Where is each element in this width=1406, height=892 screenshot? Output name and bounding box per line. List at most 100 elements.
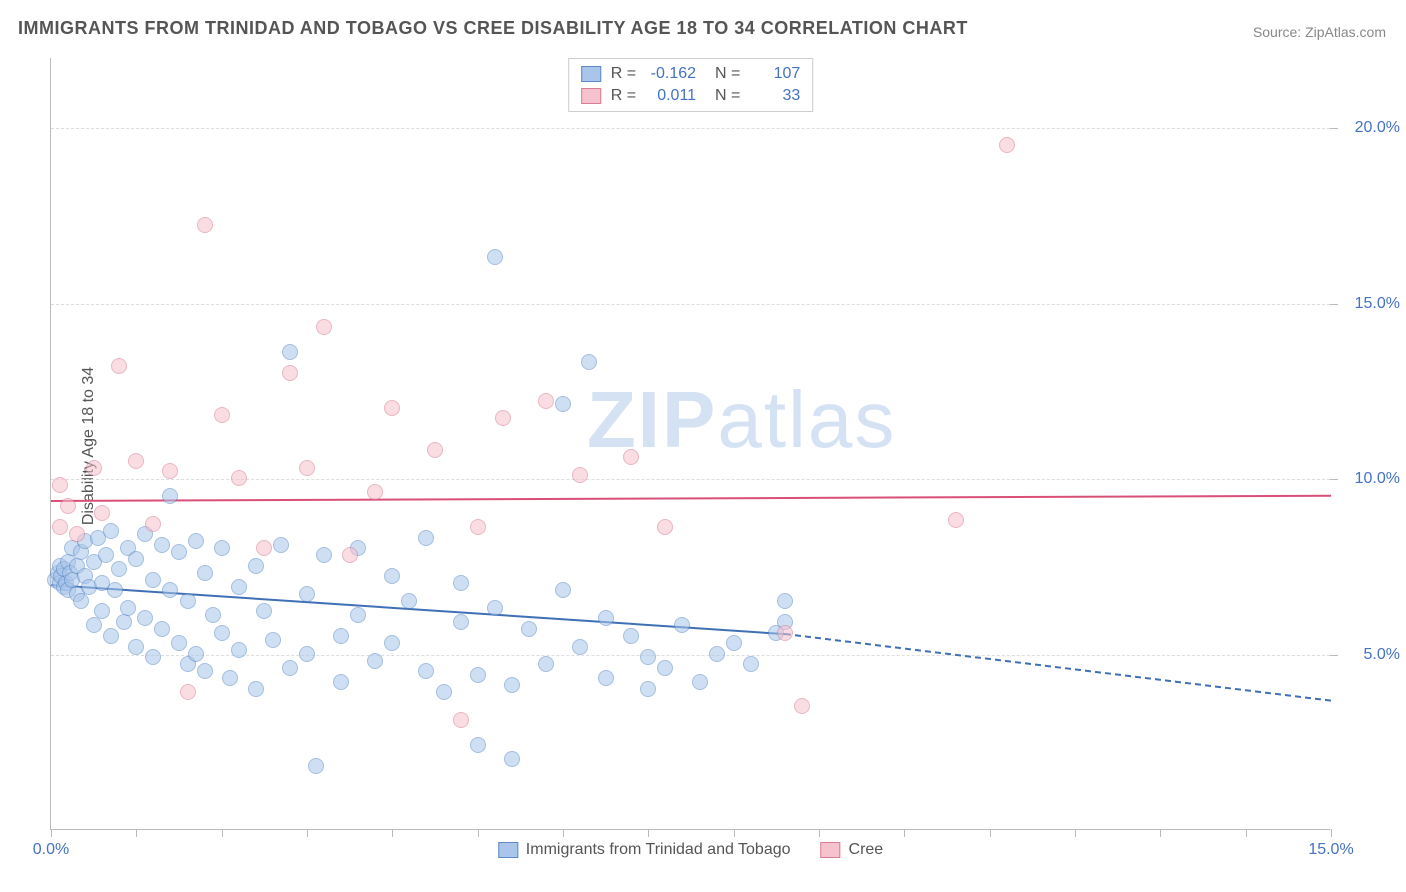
data-point	[145, 649, 161, 665]
data-point	[350, 607, 366, 623]
data-point	[299, 646, 315, 662]
data-point	[487, 600, 503, 616]
data-point	[367, 484, 383, 500]
data-point	[231, 579, 247, 595]
data-point	[197, 565, 213, 581]
grid-line	[51, 304, 1330, 305]
data-point	[180, 593, 196, 609]
data-point	[103, 628, 119, 644]
data-point	[94, 603, 110, 619]
data-point	[98, 547, 114, 563]
x-tick	[307, 829, 308, 837]
x-tick	[904, 829, 905, 837]
data-point	[453, 712, 469, 728]
data-point	[367, 653, 383, 669]
y-tick	[1330, 304, 1338, 305]
x-tick	[734, 829, 735, 837]
data-point	[418, 663, 434, 679]
data-point	[470, 667, 486, 683]
data-point	[214, 407, 230, 423]
x-tick	[648, 829, 649, 837]
data-point	[521, 621, 537, 637]
data-point	[640, 649, 656, 665]
r-value: 0.011	[646, 87, 696, 105]
data-point	[111, 358, 127, 374]
data-point	[316, 319, 332, 335]
data-point	[282, 365, 298, 381]
r-label: R =	[611, 87, 636, 105]
data-point	[384, 635, 400, 651]
data-point	[726, 635, 742, 651]
y-tick	[1330, 479, 1338, 480]
data-point	[197, 663, 213, 679]
data-point	[384, 568, 400, 584]
data-point	[231, 642, 247, 658]
x-tick	[136, 829, 137, 837]
x-tick	[563, 829, 564, 837]
data-point	[162, 582, 178, 598]
data-point	[222, 670, 238, 686]
plot-area: ZIPatlas R =-0.162 N =107R =0.011 N =33 …	[50, 58, 1330, 830]
data-point	[427, 442, 443, 458]
data-point	[205, 607, 221, 623]
n-label: N =	[706, 87, 740, 105]
n-value: 33	[750, 87, 800, 105]
legend-swatch	[581, 88, 601, 104]
data-point	[657, 519, 673, 535]
legend-item: Immigrants from Trinidad and Tobago	[498, 841, 791, 859]
data-point	[598, 610, 614, 626]
data-point	[453, 575, 469, 591]
data-point	[504, 677, 520, 693]
data-point	[299, 586, 315, 602]
data-point	[188, 533, 204, 549]
regression-line	[51, 495, 1331, 502]
y-tick-label: 15.0%	[1355, 295, 1400, 313]
data-point	[248, 558, 264, 574]
data-point	[145, 516, 161, 532]
data-point	[137, 610, 153, 626]
data-point	[154, 537, 170, 553]
data-point	[111, 561, 127, 577]
data-point	[69, 526, 85, 542]
data-point	[231, 470, 247, 486]
data-point	[197, 217, 213, 233]
data-point	[453, 614, 469, 630]
data-point	[418, 530, 434, 546]
x-tick	[222, 829, 223, 837]
data-point	[538, 656, 554, 672]
legend-label: Immigrants from Trinidad and Tobago	[526, 841, 791, 859]
legend-label: Cree	[849, 841, 884, 859]
data-point	[145, 572, 161, 588]
source-label: Source: ZipAtlas.com	[1253, 24, 1386, 40]
r-value: -0.162	[646, 65, 696, 83]
data-point	[504, 751, 520, 767]
data-point	[107, 582, 123, 598]
data-point	[214, 540, 230, 556]
x-tick	[51, 829, 52, 837]
data-point	[794, 698, 810, 714]
data-point	[214, 625, 230, 641]
data-point	[154, 621, 170, 637]
data-point	[171, 635, 187, 651]
data-point	[273, 537, 289, 553]
data-point	[623, 449, 639, 465]
data-point	[436, 684, 452, 700]
series-legend: Immigrants from Trinidad and Tobago Cree	[498, 841, 883, 859]
data-point	[265, 632, 281, 648]
x-tick	[1246, 829, 1247, 837]
data-point	[180, 684, 196, 700]
legend-swatch	[498, 842, 518, 858]
data-point	[623, 628, 639, 644]
data-point	[333, 674, 349, 690]
data-point	[470, 737, 486, 753]
x-tick	[1160, 829, 1161, 837]
data-point	[692, 674, 708, 690]
grid-line	[51, 128, 1330, 129]
data-point	[188, 646, 204, 662]
data-point	[999, 137, 1015, 153]
data-point	[103, 523, 119, 539]
data-point	[674, 617, 690, 633]
data-point	[171, 544, 187, 560]
data-point	[86, 617, 102, 633]
data-point	[555, 582, 571, 598]
